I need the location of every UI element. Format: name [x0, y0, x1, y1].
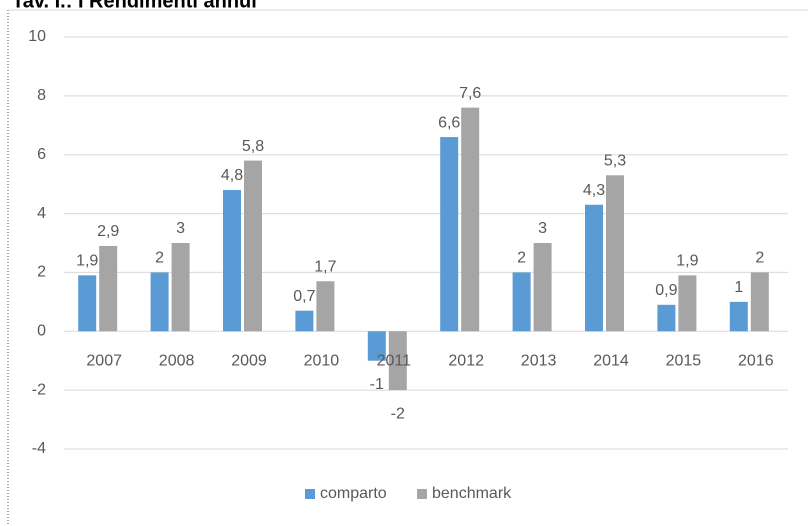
y-tick-label: -4 — [32, 440, 46, 457]
x-tick-label: 2015 — [666, 353, 702, 370]
data-label: 2 — [755, 250, 764, 267]
bar — [78, 275, 97, 332]
data-label: -1 — [370, 376, 384, 393]
bar — [440, 137, 459, 332]
x-tick-label: 2012 — [448, 353, 484, 370]
bar — [99, 245, 118, 332]
legend-swatch — [305, 489, 315, 499]
legend-label: benchmark — [432, 485, 512, 502]
data-label: 4,8 — [221, 167, 243, 184]
x-tick-label: 2016 — [738, 353, 774, 370]
bar — [367, 331, 386, 361]
legend-swatch — [417, 489, 427, 499]
x-tick-label: 2007 — [86, 353, 122, 370]
x-tick-label: 2009 — [231, 353, 267, 370]
y-tick-label: -2 — [32, 381, 46, 398]
data-label: -2 — [391, 405, 405, 422]
y-tick-label: 0 — [37, 323, 46, 340]
bar — [606, 175, 624, 332]
x-tick-label: 2011 — [377, 353, 412, 370]
bar — [223, 190, 241, 332]
data-label: 1 — [734, 279, 743, 296]
bar — [750, 272, 769, 332]
bar — [512, 272, 531, 332]
data-label: 5,8 — [242, 138, 264, 155]
bar — [295, 310, 314, 332]
legend-label: comparto — [320, 485, 387, 502]
bar — [150, 272, 169, 332]
bar — [657, 304, 676, 332]
data-label: 3 — [538, 220, 547, 237]
bar — [388, 331, 407, 391]
y-tick-label: 4 — [37, 205, 46, 222]
data-label: 7,6 — [459, 85, 481, 102]
bar — [244, 160, 262, 332]
y-tick-label: 10 — [28, 28, 46, 45]
x-tick-label: 2013 — [521, 353, 557, 370]
data-label: 1,9 — [76, 253, 98, 270]
data-label: 2 — [155, 250, 164, 267]
x-tick-label: 2014 — [593, 353, 629, 370]
bar — [678, 275, 697, 332]
data-label: 2 — [517, 250, 526, 267]
bar — [171, 243, 190, 332]
y-tick-label: 2 — [37, 264, 46, 281]
data-label: 6,6 — [438, 114, 460, 131]
data-label: 0,7 — [293, 288, 315, 305]
y-tick-label: 6 — [37, 146, 46, 163]
x-tick-label: 2010 — [304, 353, 340, 370]
data-label: 0,9 — [655, 282, 677, 299]
x-tick-label: 2008 — [159, 353, 195, 370]
data-label: 1,7 — [314, 258, 336, 275]
data-label: 4,3 — [583, 182, 605, 199]
bar — [461, 107, 480, 332]
bar — [585, 204, 603, 332]
bar — [729, 301, 748, 332]
data-label: 1,9 — [676, 253, 698, 270]
data-label: 5,3 — [604, 153, 626, 170]
y-tick-label: 8 — [37, 87, 46, 104]
data-label: 3 — [176, 220, 185, 237]
bar — [533, 243, 552, 332]
data-label: 2,9 — [97, 223, 119, 240]
bar — [316, 281, 335, 332]
chart-title: Tav. I.: I Rendimenti annui — [12, 0, 257, 12]
